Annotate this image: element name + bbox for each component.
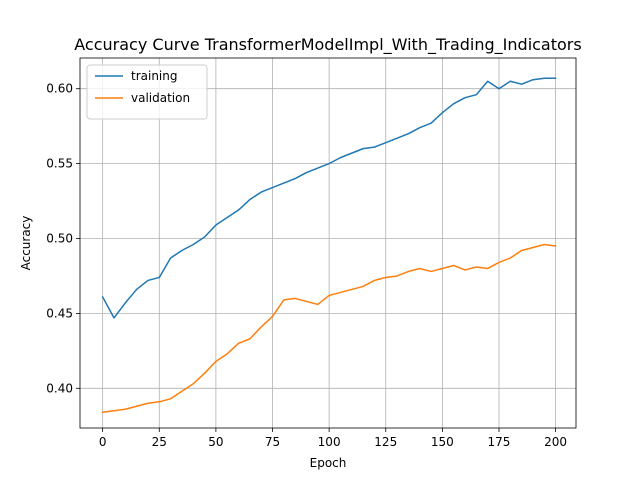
x-tick-label: 0 [99,435,107,449]
y-tick-label: 0.50 [46,232,73,246]
y-axis-label: Accuracy [19,216,33,271]
x-tick-label: 75 [265,435,280,449]
x-tick-label: 50 [208,435,223,449]
legend-label-training: training [131,69,178,83]
x-axis-label: Epoch [310,456,347,470]
x-tick-label: 150 [431,435,454,449]
y-tick-label: 0.45 [46,306,73,320]
legend-box [86,64,208,120]
x-tick-label: 175 [488,435,511,449]
plot-frame [79,57,577,429]
y-tick-label: 0.55 [46,157,73,171]
x-tick-label: 125 [374,435,397,449]
series-line-validation [101,243,557,414]
x-tick-label: 200 [544,435,567,449]
chart-title: Accuracy Curve TransformerModelImpl_With… [74,35,581,55]
x-tick-label: 100 [318,435,341,449]
legend-label-validation: validation [131,91,190,105]
x-tick-label: 25 [152,435,167,449]
y-tick-label: 0.60 [46,82,73,96]
y-tick-label: 0.40 [46,381,73,395]
series-line-training [101,77,557,319]
legend: training validation [86,64,208,120]
